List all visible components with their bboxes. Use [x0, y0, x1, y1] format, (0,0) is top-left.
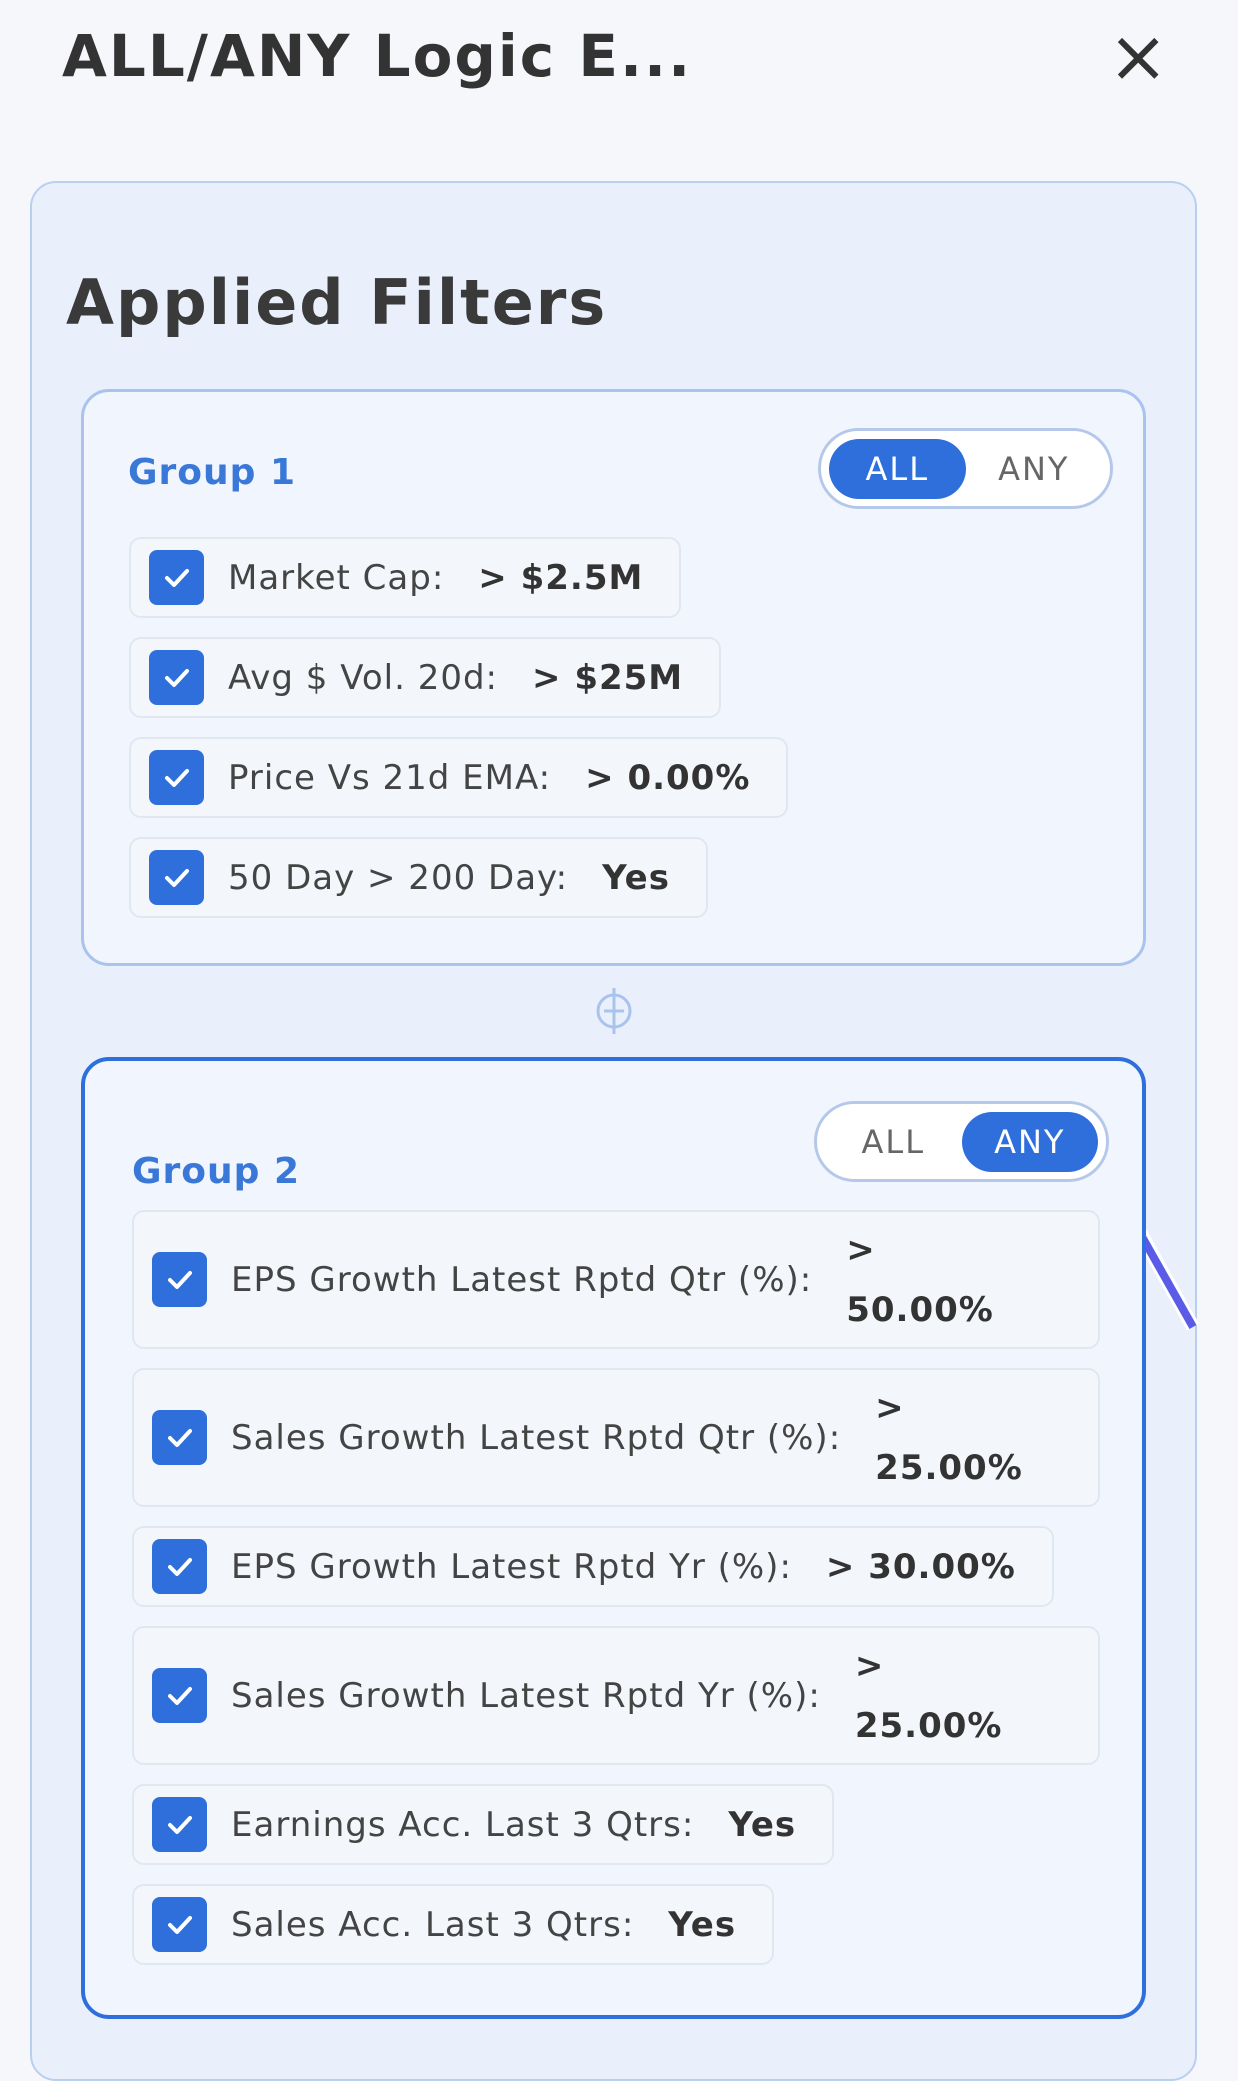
- add-icon[interactable]: [592, 988, 636, 1034]
- filter-label: Price Vs 21d EMA:: [228, 757, 552, 798]
- dialog-title: ALL/ANY Logic E...: [62, 22, 693, 90]
- filter-label: Avg $ Vol. 20d:: [228, 657, 498, 698]
- filter-chip: Earnings Acc. Last 3 Qtrs: Yes: [132, 1784, 835, 1865]
- checkbox[interactable]: [152, 1410, 207, 1465]
- filter-value: > 25.00%: [875, 1387, 1023, 1488]
- toggle-option[interactable]: ALL: [861, 1122, 926, 1161]
- filter-chip: Price Vs 21d EMA: > 0.00%: [129, 737, 789, 818]
- filter-value: > 0.00%: [585, 757, 751, 798]
- filter-chip: EPS Growth Latest Rptd Yr (%): > 30.00%: [132, 1526, 1054, 1607]
- filter-chip: EPS Growth Latest Rptd Qtr (%): > 50.00%: [132, 1210, 1100, 1349]
- checkbox[interactable]: [152, 1897, 207, 1952]
- filter-value: > $2.5M: [478, 557, 644, 598]
- filter-value: > $25M: [532, 657, 684, 698]
- filter-value: Yes: [668, 1904, 737, 1945]
- group-title: Group 2: [132, 1151, 301, 1192]
- logic-toggle: ALL ANY: [814, 1101, 1109, 1182]
- filter-label: Sales Acc. Last 3 Qtrs:: [231, 1904, 635, 1945]
- filter-value: > 30.00%: [825, 1546, 1016, 1587]
- close-button[interactable]: ×: [1108, 14, 1169, 98]
- filter-label: Earnings Acc. Last 3 Qtrs:: [231, 1804, 695, 1845]
- filter-list: Market Cap: > $2.5M Avg $ Vol. 20d: > $25M P…: [129, 537, 789, 918]
- toggle-option[interactable]: ANY: [998, 449, 1070, 488]
- filter-chip: 50 Day > 200 Day: Yes: [129, 837, 708, 918]
- filter-group: Group 2 ALL ANY EPS Growth Latest Rptd Qtr …: [81, 1057, 1146, 2019]
- filter-label: EPS Growth Latest Rptd Yr (%):: [231, 1546, 792, 1587]
- filter-chip: Sales Growth Latest Rptd Yr (%): > 25.00%: [132, 1626, 1100, 1765]
- filter-label: EPS Growth Latest Rptd Qtr (%):: [231, 1259, 813, 1300]
- filter-value: > 25.00%: [854, 1645, 1003, 1746]
- filter-label: Sales Growth Latest Rptd Qtr (%):: [231, 1417, 842, 1458]
- filter-value: Yes: [728, 1804, 797, 1845]
- filter-chip: Sales Acc. Last 3 Qtrs: Yes: [132, 1884, 775, 1965]
- checkbox[interactable]: [149, 650, 204, 705]
- panel-title: Applied Filters: [66, 266, 608, 339]
- filter-chip: Avg $ Vol. 20d: > $25M: [129, 637, 722, 718]
- checkbox[interactable]: [152, 1252, 207, 1307]
- filter-label: Market Cap:: [228, 557, 445, 598]
- filter-list: EPS Growth Latest Rptd Qtr (%): > 50.00% S…: [132, 1210, 1100, 1965]
- toggle-option[interactable]: ALL: [829, 438, 966, 499]
- filter-group: Group 1 ALL ANY Market Cap: > $2.5M Avg $ Vol…: [81, 389, 1146, 966]
- checkbox[interactable]: [152, 1539, 207, 1594]
- checkbox[interactable]: [152, 1668, 207, 1723]
- group-title: Group 1: [128, 452, 297, 493]
- filter-value: > 50.00%: [846, 1229, 994, 1330]
- checkbox[interactable]: [149, 850, 204, 905]
- checkbox[interactable]: [149, 550, 204, 605]
- filter-chip: Sales Growth Latest Rptd Qtr (%): > 25.00…: [132, 1368, 1100, 1507]
- checkbox[interactable]: [149, 750, 204, 805]
- filter-chip: Market Cap: > $2.5M: [129, 537, 682, 618]
- filter-label: 50 Day > 200 Day:: [228, 857, 569, 898]
- logic-toggle: ALL ANY: [818, 428, 1113, 509]
- toggle-option[interactable]: ANY: [961, 1111, 1098, 1172]
- filter-label: Sales Growth Latest Rptd Yr (%):: [231, 1675, 821, 1716]
- filter-value: Yes: [602, 857, 670, 898]
- checkbox[interactable]: [152, 1797, 207, 1852]
